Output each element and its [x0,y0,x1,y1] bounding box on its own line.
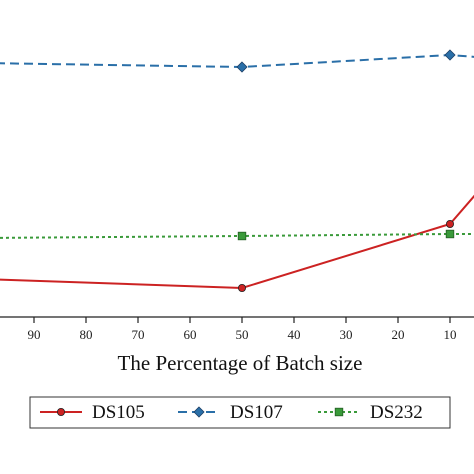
x-tick-label: 40 [288,327,301,342]
data-point-ds232 [445,229,455,239]
x-tick-label: 50 [236,327,249,342]
x-ticks: 90 80 70 60 50 40 30 20 10 [28,317,457,342]
legend-item-ds232: DS232 [318,402,423,423]
legend-label-ds232: DS232 [370,402,423,423]
x-tick-label: 90 [28,327,41,342]
data-point-ds232 [237,231,247,241]
legend-marker-ds107 [193,406,205,418]
legend-item-ds107: DS107 [178,402,283,423]
data-point-ds107 [236,61,248,73]
legend: DS105 DS107 DS232 [29,396,451,429]
x-tick-label: 70 [132,327,145,342]
plot-area [0,49,474,292]
x-tick-label: 60 [184,327,197,342]
legend-item-ds105: DS105 [40,402,145,423]
x-tick-label: 20 [392,327,405,342]
series-line-ds107 [0,53,474,69]
legend-items: DS105 DS107 DS232 [40,402,423,423]
legend-frame [29,396,451,429]
x-tick-label: 80 [80,327,93,342]
data-point-ds105 [237,283,246,292]
x-axis-title: The Percentage of Batch size [118,351,363,375]
series-ds107 [0,49,474,73]
x-axis: 90 80 70 60 50 40 30 20 10 [0,316,474,342]
series-ds232 [0,229,474,241]
legend-label-ds105: DS105 [92,402,145,423]
data-point-ds107 [444,49,456,61]
legend-marker-ds232 [334,407,344,417]
legend-marker-ds105 [57,407,66,416]
x-tick-label: 10 [444,327,457,342]
x-tick-label: 30 [340,327,353,342]
series-layer [0,49,474,292]
data-point-ds105 [445,219,454,228]
series-line-ds232 [0,233,474,239]
legend-label-ds107: DS107 [230,402,283,423]
series-line-ds105 [0,194,474,290]
series-ds105 [0,194,474,292]
